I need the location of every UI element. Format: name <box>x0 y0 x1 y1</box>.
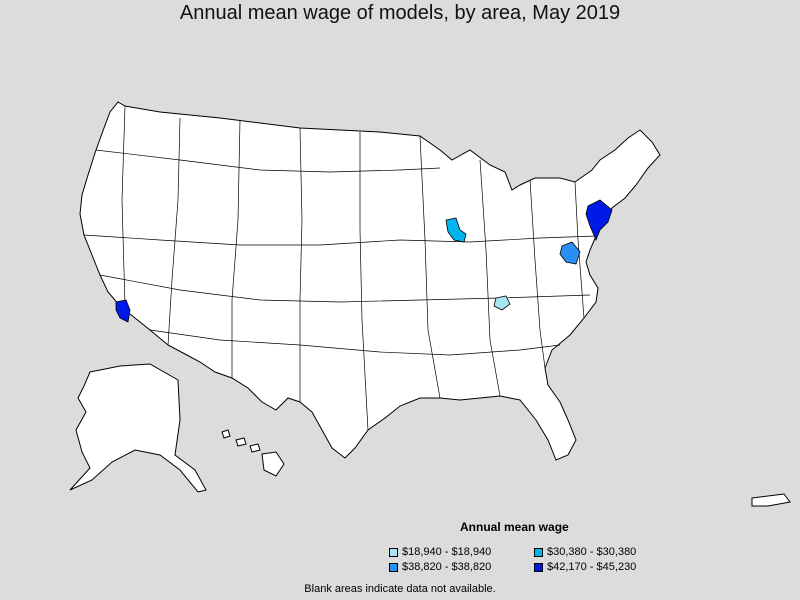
legend-swatch <box>534 547 543 557</box>
legend-swatch <box>389 562 398 572</box>
legend-title: Annual mean wage <box>460 520 569 534</box>
legend-swatch <box>534 562 543 572</box>
hawaii-islands <box>221 429 285 477</box>
area-knoxville <box>493 295 511 311</box>
area-washington-dc <box>559 241 581 265</box>
legend-item-30380: $30,380 - $30,380 <box>534 545 636 559</box>
legend-item-18940: $18,940 - $18,940 <box>389 545 491 559</box>
map-title: Annual mean wage of models, by area, May… <box>179 2 621 24</box>
area-new-york <box>585 199 613 242</box>
legend-label: $18,940 - $18,940 <box>402 546 492 558</box>
legend-item-42170-45230: $42,170 - $45,230 <box>534 560 636 574</box>
area-chicago <box>445 217 467 243</box>
highlighted-metros <box>115 199 613 323</box>
area-los-angeles <box>115 299 131 323</box>
area-boundaries <box>83 105 597 431</box>
footnote: Blank areas indicate data not available. <box>304 583 496 595</box>
legend-label: $42,170 - $45,230 <box>547 561 637 573</box>
legend-label: $30,380 - $30,380 <box>547 546 637 558</box>
legend-item-38820: $38,820 - $38,820 <box>389 560 491 574</box>
legend-swatch <box>389 547 398 557</box>
puerto-rico-outline <box>751 493 791 507</box>
legend-label: $38,820 - $38,820 <box>402 561 492 573</box>
alaska-outline <box>69 363 207 493</box>
